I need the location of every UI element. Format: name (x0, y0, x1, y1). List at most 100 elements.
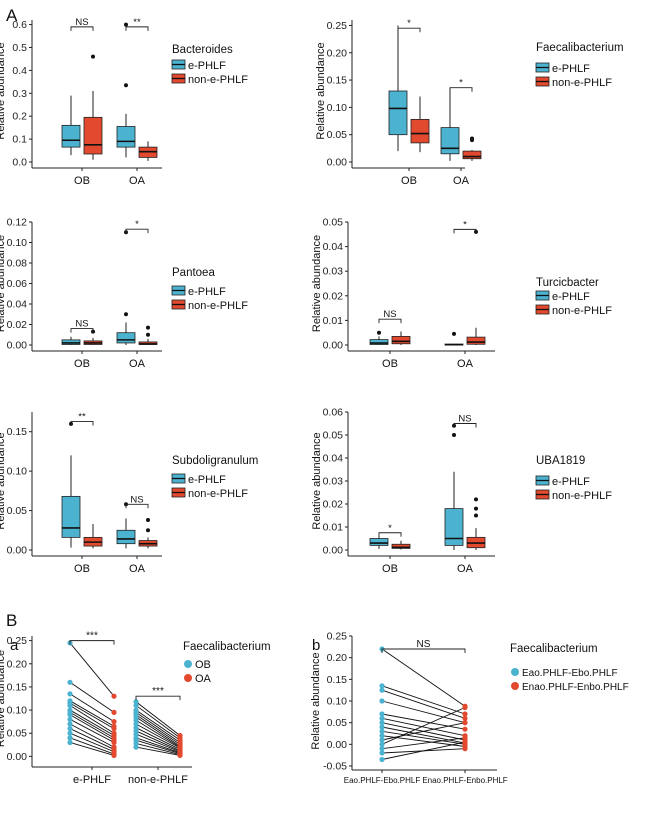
y-tick-label: 0.10 (7, 466, 28, 478)
point-second (462, 704, 468, 711)
box-body (466, 336, 486, 345)
bracket-line (125, 228, 149, 234)
subpanel-a-label: a (10, 637, 19, 654)
point-first (379, 733, 385, 739)
point-first (133, 731, 139, 737)
outlier-point (124, 312, 128, 317)
y-tick-label: 0.02 (7, 319, 28, 331)
significance-bracket: * (397, 18, 421, 33)
point-first (379, 737, 385, 743)
outlier-point (124, 22, 128, 27)
outlier-point (91, 54, 95, 59)
pair-line (69, 702, 115, 729)
legend-title: Bacteroides (172, 44, 233, 56)
pair-line (381, 737, 466, 750)
x-tick-label: OA (129, 175, 146, 187)
legend-title: Faecalibacterium (536, 42, 624, 54)
box-ob-e-phlf (369, 330, 389, 345)
box-body (462, 150, 482, 160)
box-oa-non-e-phlf (138, 518, 158, 549)
paired-series-0 (379, 646, 468, 763)
point-first (379, 715, 385, 721)
significance-bracket: NS (453, 414, 477, 428)
box-ob-e-phlf (61, 336, 81, 345)
legend-dot (511, 682, 519, 690)
legend-item-1: non-e-PHLF (171, 73, 248, 86)
point-second (462, 715, 468, 721)
y-tick-label: 0.04 (7, 299, 28, 311)
pair-line (381, 648, 466, 707)
x-tick-label: Eao.PHLF-Ebo.PHLF (344, 776, 421, 785)
bracket-line (378, 532, 402, 537)
point-first (379, 750, 385, 756)
point-first (67, 702, 73, 709)
point-first (133, 744, 139, 750)
y-tick-label: 0.05 (7, 505, 28, 517)
significance-bracket: * (125, 219, 149, 234)
legend-item-1: non-e-PHLF (171, 487, 248, 500)
point-second (462, 746, 468, 752)
x-tick-label: OB (401, 175, 417, 187)
y-axis-label: Relative abundance (315, 42, 327, 139)
box-oa-non-e-phlf (466, 497, 486, 550)
point-second (111, 709, 117, 715)
y-tick-label: 0.03 (323, 476, 344, 488)
bracket-line (70, 26, 94, 31)
point-first (67, 716, 73, 722)
pair-line (69, 742, 115, 756)
box-body (410, 119, 430, 144)
box-ob-non-e-phlf (83, 329, 103, 345)
point-first (379, 741, 385, 747)
pair-line (381, 707, 466, 745)
y-tick-label: 0.00 (327, 157, 348, 169)
legend-label: e-PHLF (552, 476, 590, 488)
legend-label: non-e-PHLF (188, 300, 248, 312)
outlier-point (470, 136, 474, 141)
box-ob-non-e-phlf (391, 331, 411, 345)
y-axis-label: Relative abundance (0, 650, 7, 747)
legend-label: OA (195, 673, 212, 685)
box-oa-e-phlf (444, 331, 464, 346)
box-oa-e-phlf (116, 502, 136, 549)
point-first (133, 699, 139, 705)
y-tick-label: 0.3 (12, 88, 27, 100)
legend-label: OB (195, 659, 211, 671)
y-tick-label: 0.05 (7, 728, 28, 740)
point-first (379, 724, 385, 730)
box-ob-e-phlf (61, 95, 81, 156)
y-tick-label: 0.25 (327, 631, 348, 643)
outlier-point (474, 513, 478, 518)
box-ob-non-e-phlf (83, 54, 103, 160)
significance-bracket: *** (135, 686, 181, 701)
pair-line (135, 746, 181, 756)
point-second (462, 735, 468, 741)
outlier-point (124, 83, 128, 88)
box-ob-e-phlf (61, 421, 81, 548)
outlier-point (474, 506, 478, 511)
x-tick-label: e-PHLF (73, 774, 111, 786)
legend-item-0: Eao.PHLF-Ebo.PHLF (511, 668, 618, 679)
pair-line (69, 718, 115, 743)
panel-a-label: A (6, 6, 18, 25)
legend-item-0: OB (184, 659, 211, 671)
significance-label: * (459, 78, 463, 89)
pair-line (69, 693, 115, 723)
legend-dot (511, 668, 519, 676)
x-tick-label: OB (74, 358, 90, 370)
legend-title: Turcicbacter (536, 277, 599, 289)
legend-title: UBA1819 (536, 455, 585, 467)
pair-line (69, 642, 115, 697)
legend-item-0: e-PHLF (171, 285, 226, 298)
outlier-point (452, 331, 456, 336)
point-first (133, 721, 139, 727)
x-tick-label: OA (129, 563, 146, 575)
pair-line (135, 714, 181, 745)
paired-series-0 (67, 640, 117, 759)
box-body (388, 90, 408, 136)
point-second (462, 720, 468, 726)
legend-dot (184, 660, 192, 668)
point-first (379, 746, 385, 752)
pair-line (69, 714, 115, 741)
